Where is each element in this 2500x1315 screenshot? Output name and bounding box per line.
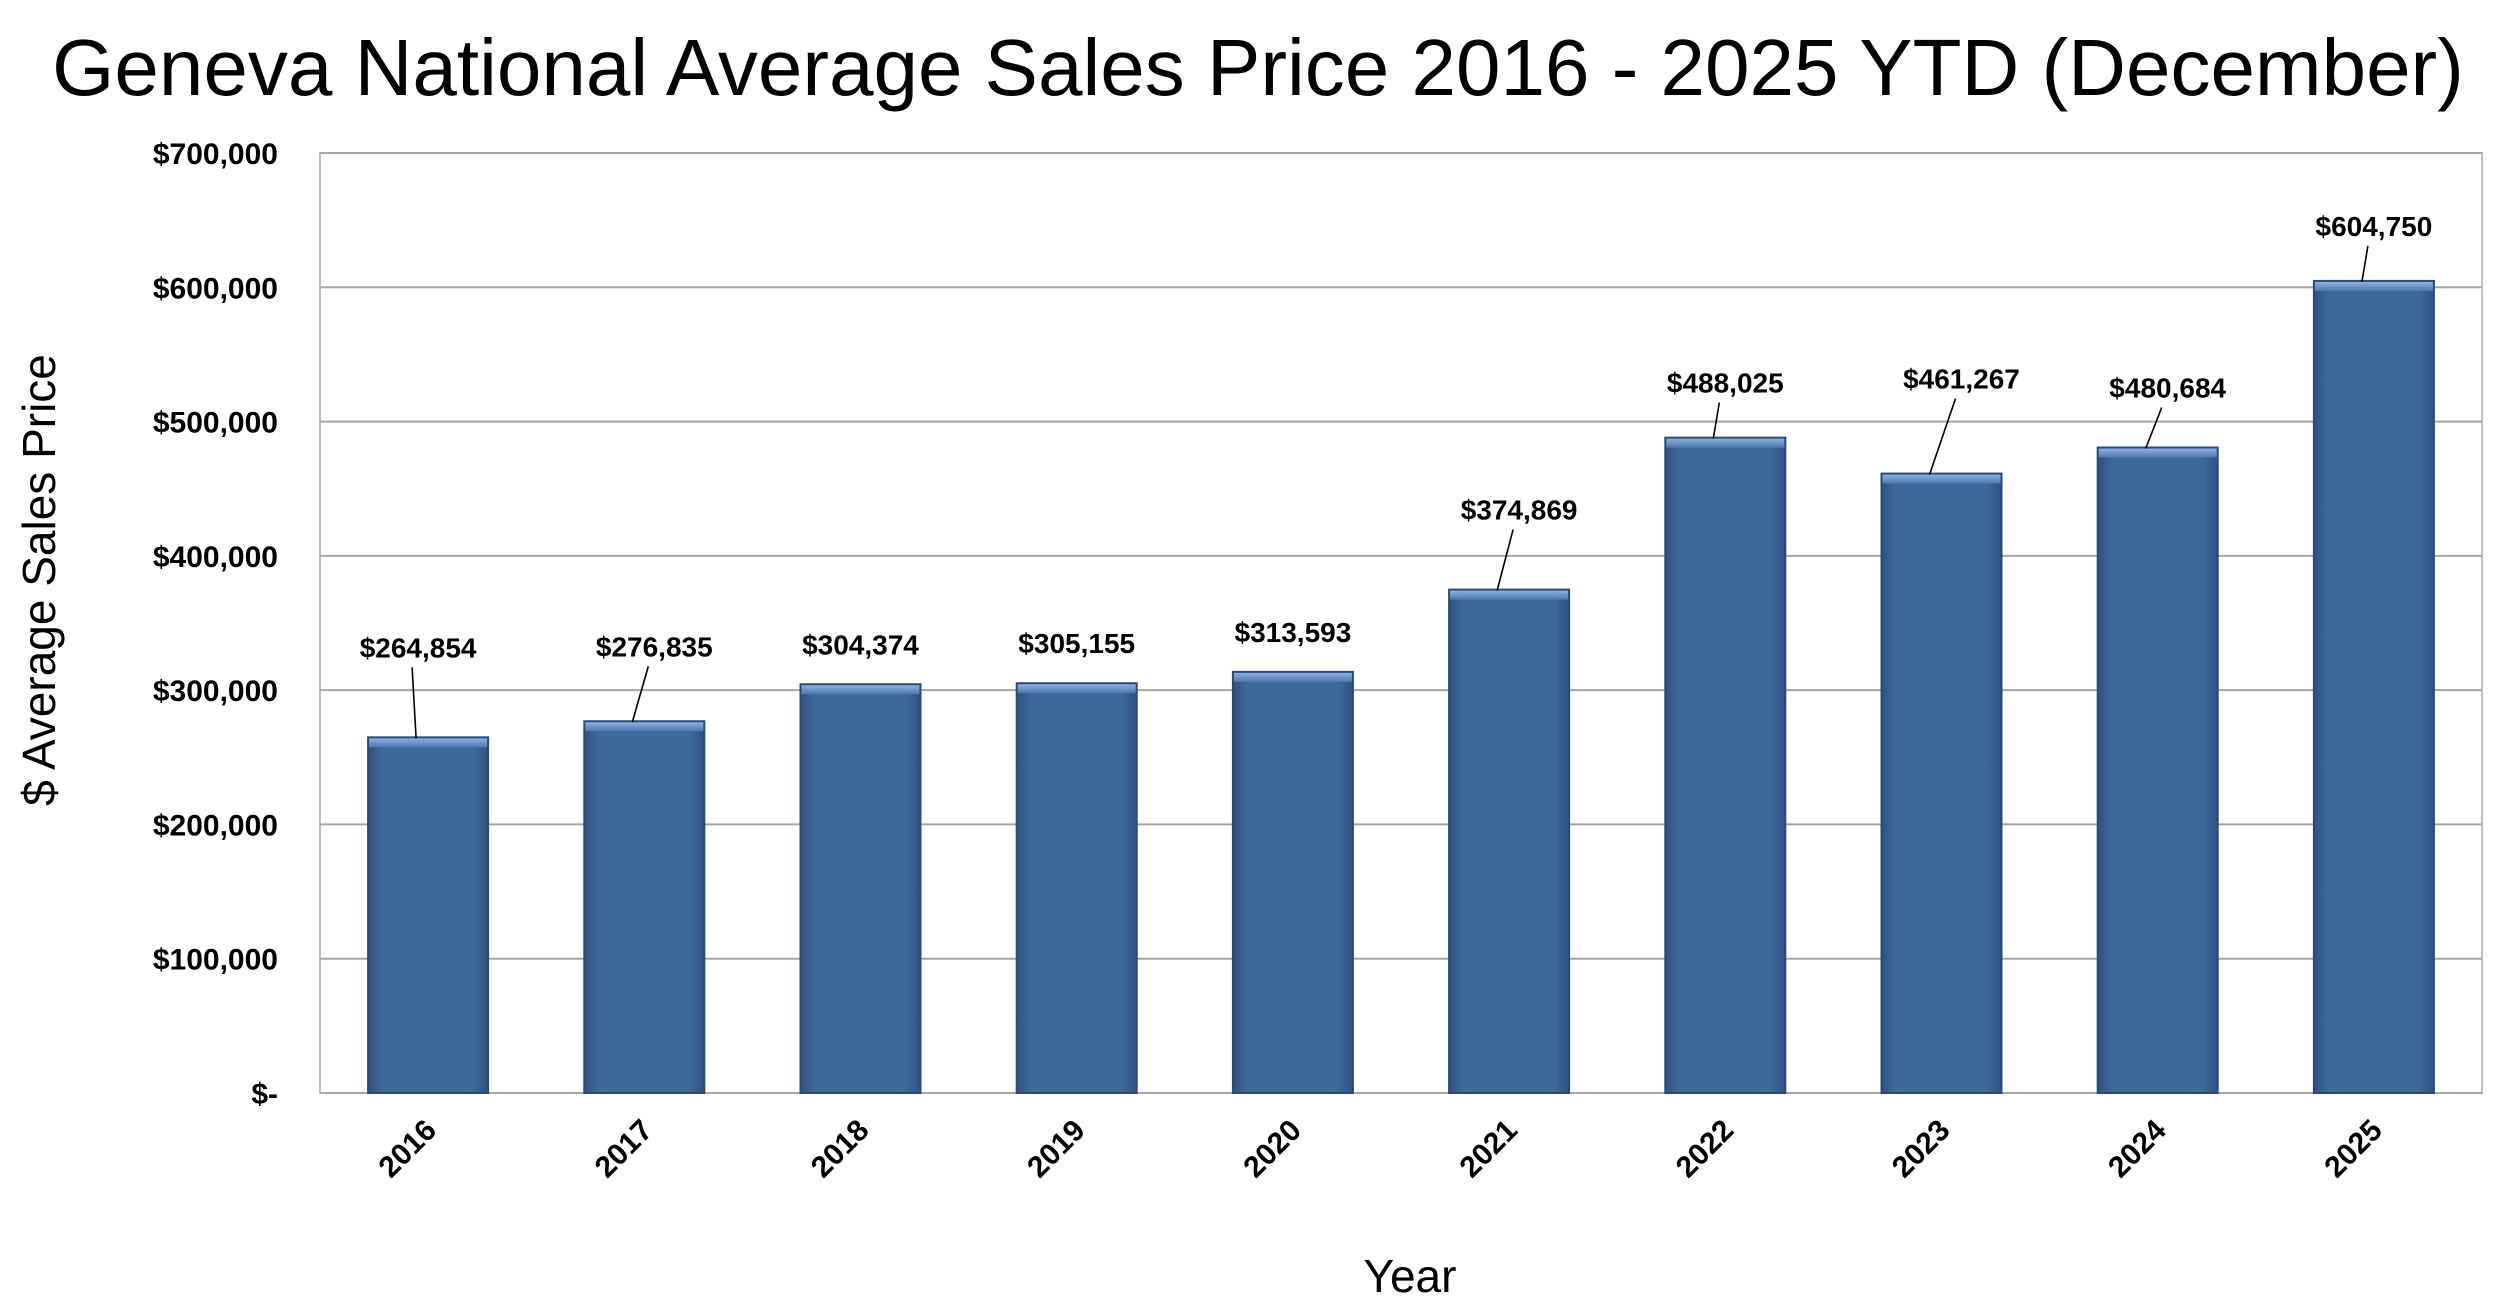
bar-2025 <box>2312 279 2435 1094</box>
y-tick-label: $100,000 <box>153 944 278 977</box>
x-tick-label: 2023 <box>1886 1114 1957 1185</box>
bar-cap <box>369 738 488 748</box>
data-label: $488,025 <box>1667 368 1784 399</box>
bar-cap <box>1233 672 1352 682</box>
data-labels: $264,854 $276,835 $304,374 $305,155 $313,593… <box>360 211 2433 663</box>
bar-2019 <box>1015 682 1138 1095</box>
leader-line <box>1712 402 1721 439</box>
x-tick-label: 2020 <box>1237 1114 1308 1185</box>
x-tick-label: 2017 <box>589 1114 660 1185</box>
leader-line <box>631 666 650 723</box>
bar-cap <box>2098 448 2217 458</box>
leader-line <box>1496 529 1514 591</box>
bar-cap <box>585 722 704 732</box>
data-label: $374,869 <box>1461 495 1578 526</box>
x-axis-title: Year <box>1364 1250 1457 1302</box>
data-label: $305,155 <box>1018 628 1135 659</box>
x-tick-label: 2025 <box>2318 1114 2389 1185</box>
bars <box>367 279 2435 1095</box>
y-tick-label: $300,000 <box>153 675 278 708</box>
x-tick-label: 2022 <box>1670 1114 1741 1185</box>
leader-line <box>1928 398 1957 475</box>
y-tick-label: $700,000 <box>153 138 278 171</box>
bar-2023 <box>1880 472 2003 1095</box>
bar-2020 <box>1231 670 1354 1094</box>
data-label: $313,593 <box>1235 617 1352 648</box>
bar-cap <box>1017 684 1136 694</box>
y-tick-label: $400,000 <box>153 541 278 574</box>
x-tick-label: 2018 <box>805 1114 876 1185</box>
bar-2024 <box>2096 446 2219 1094</box>
x-tick-label: 2024 <box>2102 1113 2173 1184</box>
y-tick-label: $600,000 <box>153 272 278 305</box>
x-tick-label: 2016 <box>373 1114 444 1185</box>
x-axis-tick-labels: 2016 2017 2018 2019 2020 2021 2022 2023 2024 2025 <box>373 1113 2389 1184</box>
y-axis-title: $ Average Sales Price <box>13 354 65 806</box>
x-tick-label: 2019 <box>1021 1114 1092 1185</box>
data-label: $264,854 <box>360 632 477 663</box>
leader-line <box>411 667 417 739</box>
bar-2021 <box>1448 588 1571 1094</box>
bar-cap <box>1450 590 1569 600</box>
bar-cap <box>1882 474 2001 484</box>
bar-2017 <box>583 720 706 1094</box>
y-tick-label: $200,000 <box>153 809 278 842</box>
bar-2016 <box>367 736 490 1094</box>
bar-2018 <box>799 683 922 1095</box>
data-label-leader-lines <box>411 245 2369 739</box>
bar-cap <box>2314 281 2433 291</box>
y-tick-label: $500,000 <box>153 407 278 440</box>
bar-cap <box>1666 438 1785 448</box>
data-label: $276,835 <box>596 631 713 662</box>
bar-cap <box>801 685 920 695</box>
data-label: $480,684 <box>2109 373 2226 404</box>
y-tick-label: $- <box>251 1078 278 1111</box>
data-label: $461,267 <box>1903 364 2020 395</box>
leader-line <box>2361 245 2369 283</box>
y-axis-tick-labels: $- $100,000 $200,000 $300,000 $400,000 $500,0… <box>153 138 278 1111</box>
data-label: $304,374 <box>802 629 919 660</box>
bar-2022 <box>1664 436 1787 1094</box>
data-label: $604,750 <box>2316 211 2433 242</box>
x-tick-label: 2021 <box>1454 1114 1525 1185</box>
chart-title: Geneva National Average Sales Price 2016… <box>52 23 2464 112</box>
leader-line <box>2144 407 2163 449</box>
